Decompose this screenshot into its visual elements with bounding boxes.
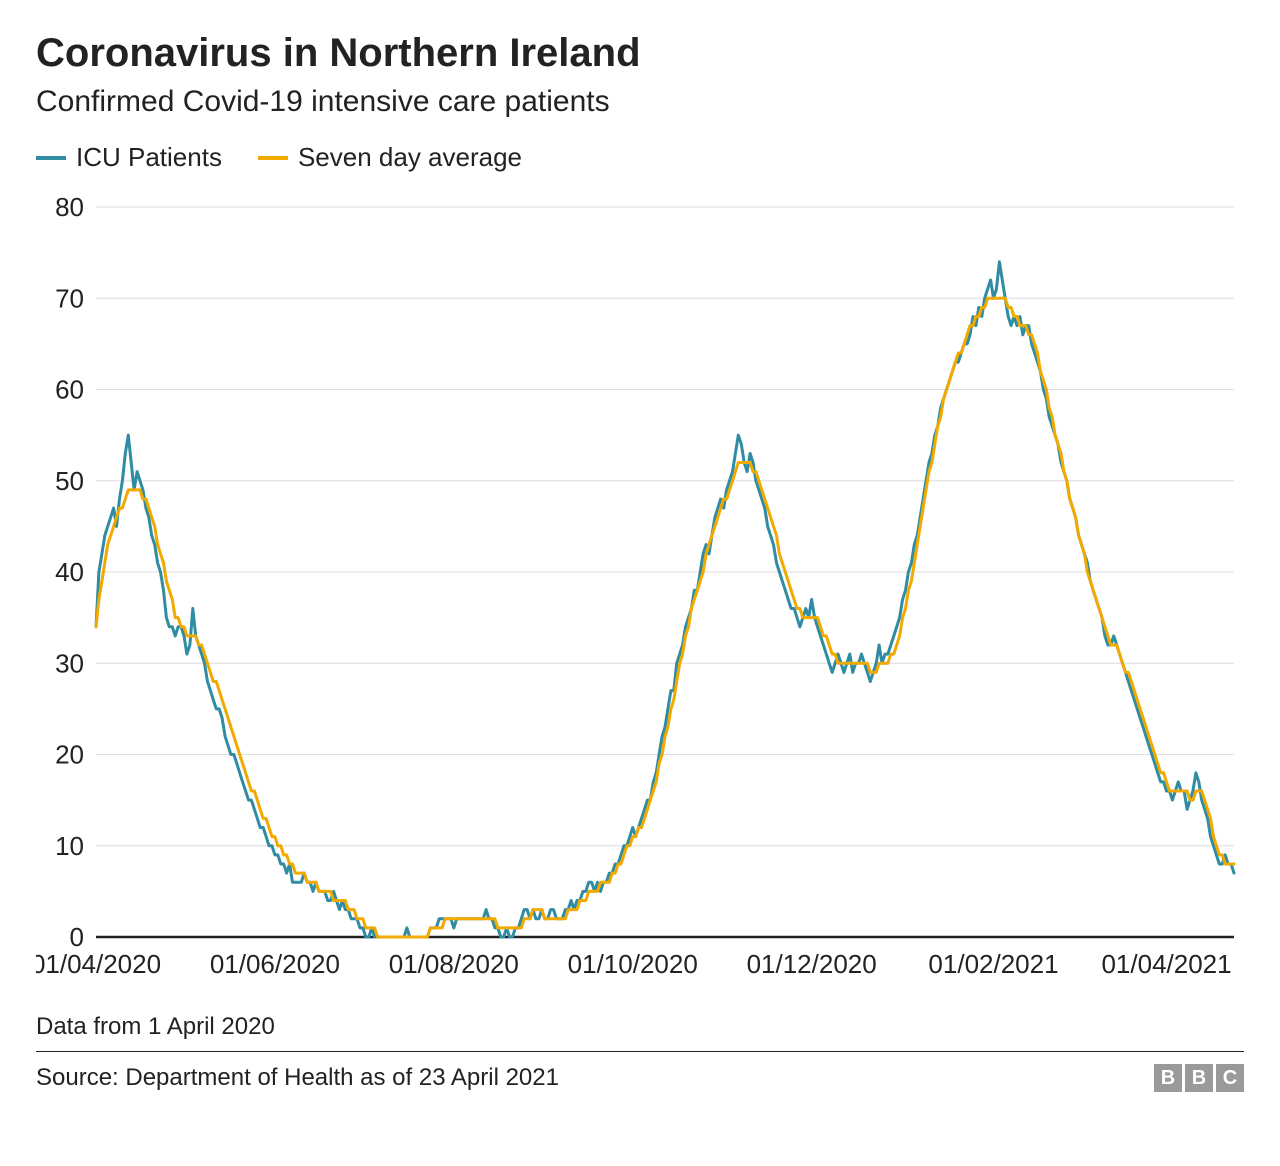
svg-text:50: 50 — [55, 466, 84, 496]
legend-item-icu: ICU Patients — [36, 142, 222, 173]
bbc-logo-letter: B — [1185, 1064, 1213, 1092]
legend: ICU Patients Seven day average — [36, 142, 1244, 173]
footer-divider — [36, 1051, 1244, 1052]
svg-text:30: 30 — [55, 648, 84, 678]
chart-title: Coronavirus in Northern Ireland — [36, 30, 1244, 76]
svg-text:40: 40 — [55, 557, 84, 587]
data-note: Data from 1 April 2020 — [36, 1013, 1244, 1041]
chart-area: 0 10 20 30 40 50 60 70 80 01/04/2020 01/06/2020 01/… — [36, 197, 1244, 987]
bbc-logo: B B C — [1154, 1064, 1244, 1092]
legend-label-icu: ICU Patients — [76, 142, 222, 173]
svg-text:10: 10 — [55, 831, 84, 861]
source-text: Source: Department of Health as of 23 Ap… — [36, 1064, 559, 1092]
svg-text:01/12/2020: 01/12/2020 — [747, 949, 877, 979]
svg-text:01/04/2021: 01/04/2021 — [1101, 949, 1231, 979]
legend-item-avg: Seven day average — [258, 142, 522, 173]
svg-text:20: 20 — [55, 740, 84, 770]
chart-subtitle: Confirmed Covid-19 intensive care patien… — [36, 84, 1244, 120]
legend-swatch-avg — [258, 156, 288, 160]
svg-text:01/02/2021: 01/02/2021 — [928, 949, 1058, 979]
svg-text:80: 80 — [55, 197, 84, 222]
bbc-logo-letter: C — [1216, 1064, 1244, 1092]
legend-swatch-icu — [36, 156, 66, 160]
legend-label-avg: Seven day average — [298, 142, 522, 173]
svg-text:01/04/2020: 01/04/2020 — [36, 949, 161, 979]
svg-text:01/08/2020: 01/08/2020 — [389, 949, 519, 979]
bbc-logo-letter: B — [1154, 1064, 1182, 1092]
svg-text:70: 70 — [55, 283, 84, 313]
chart-footer: Source: Department of Health as of 23 Ap… — [36, 1064, 1244, 1092]
line-chart: 0 10 20 30 40 50 60 70 80 01/04/2020 01/06/2020 01/… — [36, 197, 1244, 987]
svg-text:0: 0 — [70, 922, 84, 952]
svg-text:01/06/2020: 01/06/2020 — [210, 949, 340, 979]
svg-text:01/10/2020: 01/10/2020 — [568, 949, 698, 979]
svg-text:60: 60 — [55, 375, 84, 405]
